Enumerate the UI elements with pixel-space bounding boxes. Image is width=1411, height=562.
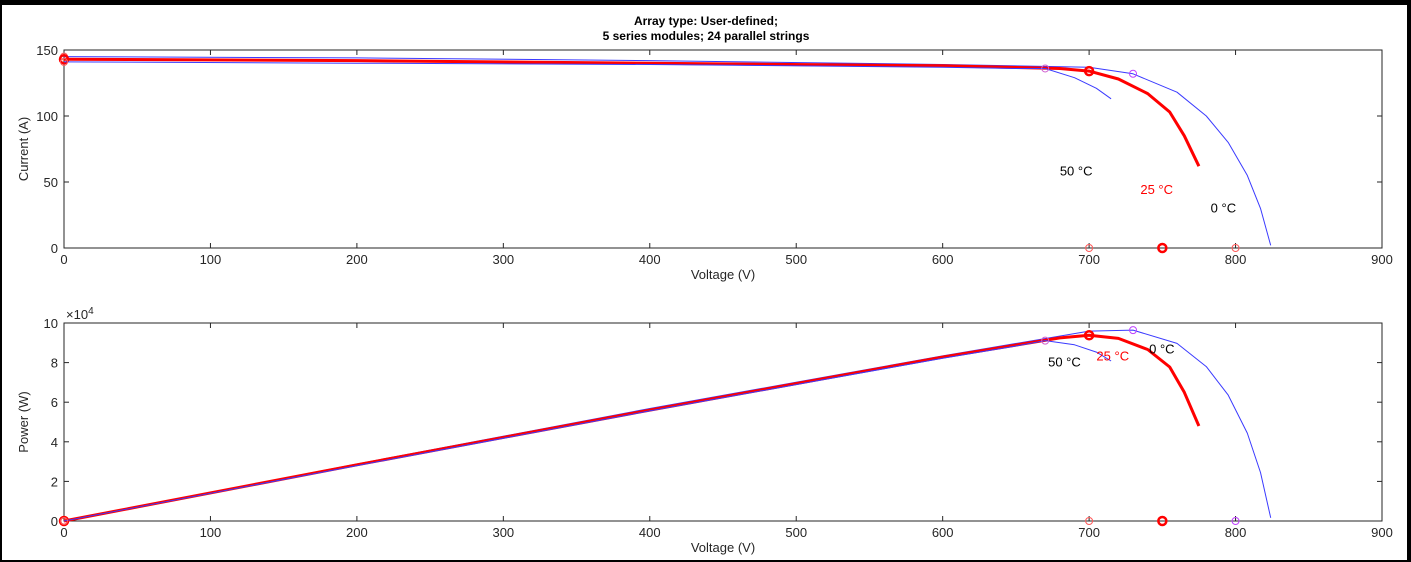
y-tick-label: 10 (44, 316, 58, 331)
plot-area (63, 322, 1383, 522)
temperature-annotation: 50 °C (1060, 163, 1093, 178)
x-tick-label: 800 (1225, 252, 1247, 267)
series-2-voc-marker (1085, 517, 1094, 525)
x-tick-label: 900 (1371, 252, 1393, 267)
x-tick-label: 700 (1078, 252, 1100, 267)
x-axis-label: Voltage (V) (691, 540, 755, 555)
series-1-isc-marker (58, 53, 70, 65)
series-1-mpp-marker (1083, 65, 1095, 77)
series-0-mpp-marker (1129, 326, 1138, 335)
x-tick-label: 700 (1078, 525, 1100, 540)
x-tick-label: 500 (785, 525, 807, 540)
y-tick-label: 6 (51, 395, 58, 410)
series-2-isc-marker (60, 517, 68, 525)
y-exponent-label: ×104 (66, 306, 94, 322)
temperature-annotation: 25 °C (1096, 349, 1129, 364)
x-tick-label: 400 (639, 525, 661, 540)
series-1-voc-marker (1157, 242, 1168, 254)
x-tick-label: 200 (346, 525, 368, 540)
series-1-mpp-marker (1083, 330, 1095, 341)
series-2-isc-marker (60, 57, 68, 66)
series-line-1 (63, 333, 1201, 523)
temperature-annotation: 50 °C (1048, 355, 1081, 370)
series-2-mpp-marker (1041, 64, 1050, 73)
x-axis-label: Voltage (V) (691, 267, 755, 282)
title-line-1: Array type: User-defined; (634, 14, 778, 28)
x-tick-label: 600 (932, 252, 954, 267)
y-tick-label: 0 (51, 514, 58, 529)
y-tick-label: 4 (51, 435, 58, 450)
y-tick-label: 50 (44, 175, 58, 190)
x-tick-label: 800 (1225, 525, 1247, 540)
x-tick-label: 200 (346, 252, 368, 267)
series-2-mpp-marker (1041, 336, 1050, 345)
y-exponent-power: 4 (88, 306, 94, 317)
x-tick-label: 300 (492, 525, 514, 540)
y-axis-label: Power (W) (16, 391, 31, 452)
series-0-voc-marker (1231, 244, 1240, 252)
temperature-annotation: 0 °C (1211, 200, 1236, 215)
x-tick-label: 100 (200, 525, 222, 540)
series-2-voc-marker (1085, 244, 1094, 252)
x-tick-label: 600 (932, 525, 954, 540)
x-tick-label: 0 (60, 252, 67, 267)
series-1-voc-marker (1157, 515, 1168, 527)
series-line-2 (63, 340, 1112, 522)
x-tick-label: 300 (492, 252, 514, 267)
x-tick-label: 400 (639, 252, 661, 267)
figure-title: Array type: User-defined; 5 series modul… (603, 14, 810, 43)
y-exponent-base: ×10 (66, 307, 88, 322)
x-tick-label: 100 (200, 252, 222, 267)
series-0-mpp-marker (1129, 69, 1138, 78)
x-tick-label: 900 (1371, 525, 1393, 540)
y-tick-label: 100 (36, 109, 58, 124)
series-line-0 (63, 56, 1272, 246)
y-tick-label: 150 (36, 43, 58, 58)
figure-canvas: Array type: User-defined; 5 series modul… (16, 14, 1393, 555)
x-tick-label: 0 (60, 525, 67, 540)
power-voltage-axes: 0 100 200 300 400 500 600 700 800 9000246810×104V… (16, 306, 1393, 555)
temperature-annotation: 0 °C (1149, 342, 1174, 357)
y-axis-label: Current (A) (16, 117, 31, 181)
title-line-2: 5 series modules; 24 parallel strings (603, 29, 810, 43)
series-line-1 (63, 57, 1201, 167)
y-tick-label: 2 (51, 474, 58, 489)
x-tick-label: 500 (785, 252, 807, 267)
series-line-2 (63, 61, 1112, 100)
plot-area (63, 49, 1383, 249)
y-tick-label: 0 (51, 241, 58, 256)
temperature-annotation: 25 °C (1140, 182, 1173, 197)
series-0-voc-marker (1231, 517, 1240, 525)
y-tick-label: 8 (51, 356, 58, 371)
current-voltage-axes: 0 100 200 300 400 500 600 700 800 900 0 50 100 150 Vol… (16, 43, 1393, 282)
